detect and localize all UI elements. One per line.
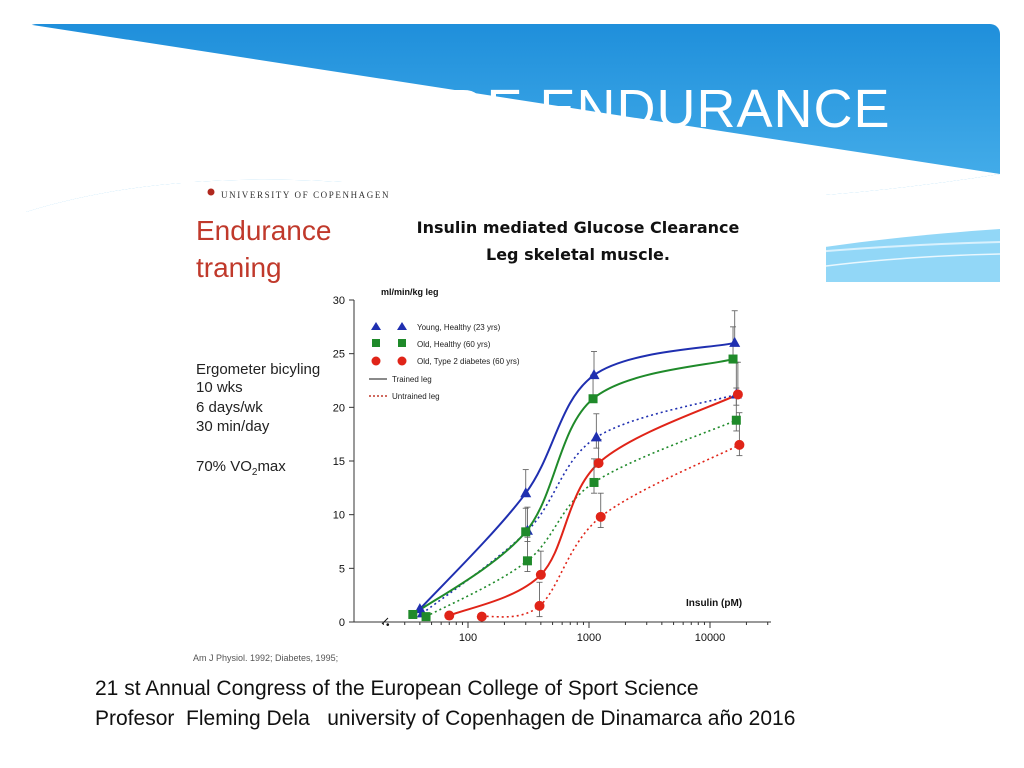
y-tick-label: 30 [333, 295, 345, 307]
protocol-line: Ergometer bicyling [196, 361, 320, 378]
legend-marker-old-trained [398, 339, 406, 347]
legend-label-old: Old, Healthy (60 yrs) [417, 340, 491, 349]
legend-marker-t2d-trained [397, 356, 407, 366]
data-point-t2d-trained [732, 389, 743, 400]
chart-svg: UNIVERSITY OF COPENHAGEN Endurance trani… [193, 188, 771, 663]
data-point-old-trained [521, 527, 531, 537]
series-line-t2d-untrained [481, 444, 740, 618]
data-point-t2d-trained [593, 458, 604, 469]
slide-title: EJERCICIO DE ENDURANCE [133, 79, 891, 139]
y-tick-label: 0 [339, 617, 345, 629]
legend-marker-young-trained [397, 322, 407, 330]
protocol-line: 6 days/wk [196, 399, 263, 416]
chart-title-line1: Insulin mediated Glucose Clearance [417, 218, 740, 237]
data-point-old-untrained [522, 556, 532, 566]
x-tick-label: 1000 [577, 632, 601, 644]
x-tick-label: 100 [459, 632, 477, 644]
series-line-young-untrained [421, 393, 737, 615]
data-point-old-trained [408, 609, 418, 619]
data-point-t2d-trained [444, 610, 455, 621]
legend-marker-young-untrained [371, 322, 381, 330]
citation: Am J Physiol. 1992; Diabetes, 1995; [193, 653, 338, 663]
data-point-t2d-trained [535, 569, 546, 580]
data-point-t2d-untrained [734, 439, 745, 450]
y-tick-label: 10 [333, 510, 345, 522]
data-point-old-untrained [421, 612, 431, 622]
data-point-young-untrained [590, 431, 602, 442]
data-point-old-trained [728, 354, 738, 364]
data-point-t2d-untrained [534, 600, 545, 611]
y-tick-label: 20 [333, 402, 345, 414]
footer-line1: 21 st Annual Congress of the European Co… [95, 677, 699, 700]
y-tick-label: 15 [333, 456, 345, 468]
legend-label-trained: Trained leg [392, 375, 432, 384]
protocol-line: 30 min/day [196, 418, 270, 435]
y-tick-label: 5 [339, 563, 345, 575]
vo2-label: 70% VO2max [196, 458, 286, 478]
data-point-old-untrained [589, 477, 599, 487]
legend: Young, Healthy (23 yrs) Old, Healthy (60… [369, 322, 520, 401]
figure-heading-line2: traning [196, 252, 282, 283]
legend-label-t2d: Old, Type 2 diabetes (60 yrs) [417, 357, 520, 366]
figure-heading-line1: Endurance [196, 215, 331, 246]
legend-label-untrained: Untrained leg [392, 392, 440, 401]
data-point-old-untrained [731, 415, 741, 425]
protocol-line: 10 wks [196, 379, 243, 396]
data-point-t2d-untrained [595, 511, 606, 522]
footer-line2: Profesor Fleming Dela university of Cope… [95, 707, 796, 730]
series-line-t2d-trained [448, 393, 739, 617]
slide-footer: 21 st Annual Congress of the European Co… [95, 674, 795, 734]
series-line-old-trained [412, 358, 734, 616]
data-point-young-trained [520, 487, 532, 498]
axis-break-mark: • [386, 620, 390, 631]
legend-marker-old-untrained [372, 339, 380, 347]
data-point-young-trained [588, 369, 600, 380]
series-line-young-trained [419, 341, 735, 610]
x-tick-label: 10000 [695, 632, 726, 644]
chart-title-line2: Leg skeletal muscle. [486, 245, 670, 264]
y-axis-label: ml/min/kg leg [381, 287, 439, 297]
data-point-old-trained [588, 394, 598, 404]
data-point-young-trained [729, 336, 741, 347]
figure-panel: UNIVERSITY OF COPENHAGEN Endurance trani… [181, 182, 826, 664]
legend-marker-t2d-untrained [371, 356, 381, 366]
x-axis-label: Insulin (pM) [686, 598, 742, 609]
university-name: UNIVERSITY OF COPENHAGEN [221, 190, 390, 200]
legend-label-young: Young, Healthy (23 yrs) [417, 323, 501, 332]
university-logo-icon [207, 188, 215, 196]
data-point-t2d-untrained [476, 611, 487, 622]
y-tick-label: 25 [333, 349, 345, 361]
series-line-old-untrained [425, 419, 737, 618]
